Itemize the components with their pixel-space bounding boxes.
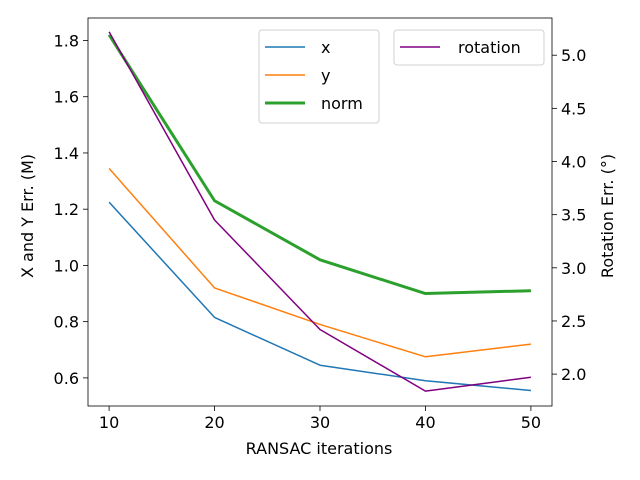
y-tick-label-left: 1.8 xyxy=(54,31,79,50)
y-axis-label-right: Rotation Err. (°) xyxy=(598,154,617,278)
y-tick-label-left: 1.6 xyxy=(54,88,79,107)
x-axis-label: RANSAC iterations xyxy=(246,439,393,458)
y-tick-label-left: 1.0 xyxy=(54,256,79,275)
y-axis-label-left: X and Y Err. (M) xyxy=(18,154,37,278)
y-tick-label-right: 5.0 xyxy=(561,46,586,65)
y-tick-label-left: 0.8 xyxy=(54,313,79,332)
y-tick-label-right: 3.0 xyxy=(561,259,586,278)
y-tick-label-right: 4.0 xyxy=(561,153,586,172)
y-tick-label-left: 1.2 xyxy=(54,200,79,219)
legend-box-left xyxy=(258,29,380,124)
series-line-y xyxy=(108,167,531,358)
legend-label-x: x xyxy=(321,38,330,57)
x-tick-label: 40 xyxy=(415,413,435,432)
x-tick-label: 50 xyxy=(521,413,541,432)
axes-layer: 10 20 30 40 50 0.6 0.8 1.0 1.2 1.4 1.6 1.8 2.0 2.5 3.0… xyxy=(54,17,586,432)
y-tick-label-left: 1.4 xyxy=(54,144,79,163)
x-tick-label: 10 xyxy=(99,413,119,432)
legend-layer: xy norm rotation xyxy=(258,29,545,124)
y-tick-label-left: 0.6 xyxy=(54,369,79,388)
series-line-x xyxy=(108,201,531,392)
series-layer xyxy=(107,31,532,392)
legend-label-rotation: rotation xyxy=(458,38,521,57)
y-tick-label-right: 2.0 xyxy=(561,365,586,384)
x-tick-label: 30 xyxy=(310,413,330,432)
legend-label-y: y xyxy=(321,66,330,85)
series-line-rotation xyxy=(108,31,532,392)
y-tick-label-right: 4.5 xyxy=(561,99,586,118)
x-tick-label: 20 xyxy=(204,413,224,432)
series-line-norm xyxy=(107,34,531,296)
legend-box-right xyxy=(393,29,545,66)
y-tick-label-right: 3.5 xyxy=(561,206,586,225)
y-tick-label-right: 2.5 xyxy=(561,312,586,331)
legend-label-norm: norm xyxy=(321,94,363,113)
